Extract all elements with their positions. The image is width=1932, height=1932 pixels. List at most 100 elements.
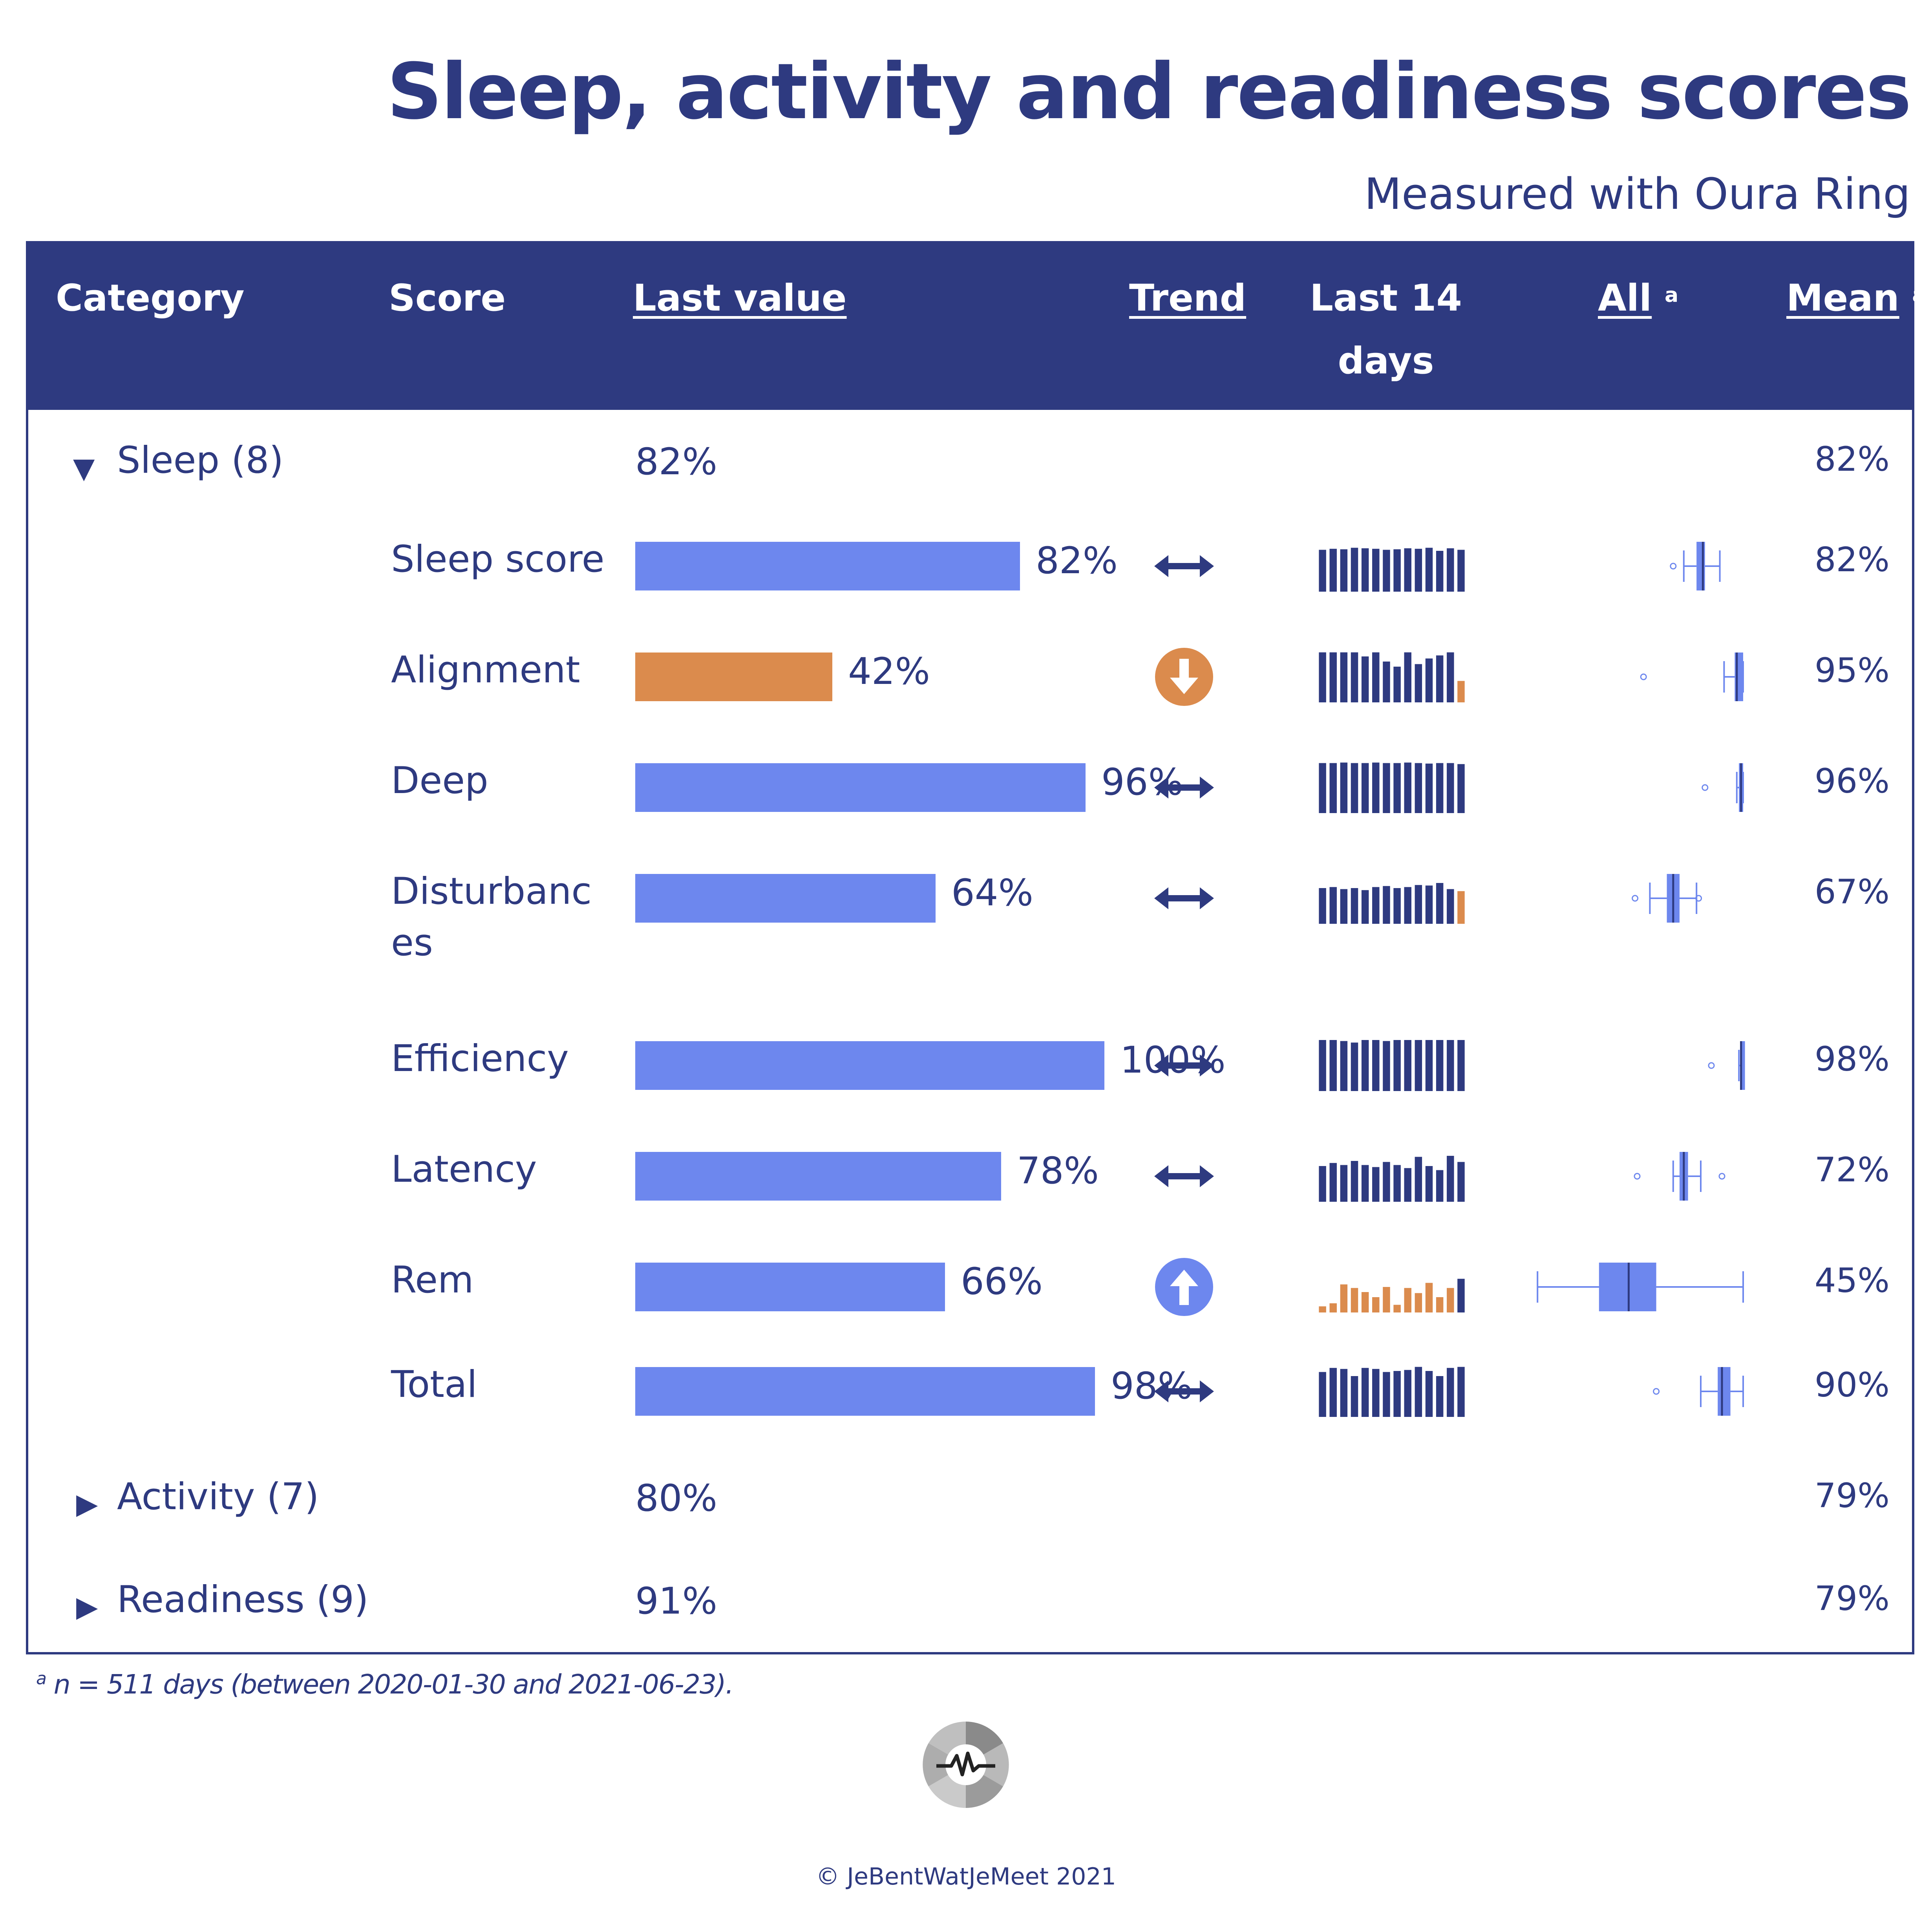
header-mean[interactable]: Mean a [1786, 267, 1926, 330]
header-all-label: All [1598, 277, 1652, 320]
header-trend-label: Trend [1129, 277, 1247, 320]
last-value-label: 100% [1120, 1039, 1226, 1082]
header-mean-sup: a [1912, 283, 1926, 307]
expand-triangle-icon[interactable]: ▶ [76, 1487, 98, 1520]
outlier-point [1708, 1062, 1715, 1069]
page-subtitle: Measured with Oura Ring [1364, 169, 1910, 219]
score-label: Total [391, 1363, 477, 1406]
group-last-value: 91% [635, 1580, 717, 1623]
trend-stable-arrow-icon [1154, 1165, 1214, 1187]
last-value-bar [635, 1367, 1095, 1416]
group-label: Readiness (9) [117, 1578, 369, 1621]
all-boxplot [1634, 1152, 1725, 1201]
header-last-value-label: Last value [633, 277, 847, 320]
spark-bar [1361, 763, 1369, 813]
spark-bar [1361, 1368, 1369, 1417]
spark-bar [1447, 1040, 1454, 1091]
last-value-bar [635, 1041, 1104, 1090]
last14-sparkline [1319, 1279, 1465, 1312]
spark-bar [1340, 1284, 1348, 1312]
spark-bar [1351, 1161, 1358, 1202]
spark-bar [1436, 1040, 1444, 1091]
table-header [26, 241, 1914, 410]
spark-bar [1319, 1372, 1326, 1417]
footnote-text: n = 511 days (between 2020-01-30 and 202… [53, 1669, 734, 1700]
spark-bar [1436, 763, 1444, 813]
spark-bar [1351, 763, 1358, 813]
trend-up-arrow-icon [1155, 1258, 1213, 1316]
header-last14-line2: days [1338, 340, 1434, 382]
last14-sparkline [1319, 762, 1465, 813]
header-trend[interactable]: Trend [1129, 267, 1246, 330]
collapse-triangle-icon[interactable]: ▼ [73, 451, 95, 484]
spark-bar [1351, 1376, 1358, 1417]
spark-bar [1340, 549, 1348, 592]
last14-sparkline [1319, 652, 1465, 702]
row-mean: 98% [1814, 1040, 1890, 1079]
spark-bar [1393, 1371, 1401, 1417]
spark-bar [1425, 1371, 1433, 1417]
spark-bar [1361, 548, 1369, 592]
outlier-point [1640, 673, 1647, 680]
spark-bar [1404, 548, 1411, 592]
spark-bar [1383, 886, 1390, 924]
score-label: Disturbanc es [391, 870, 592, 964]
spark-bar [1415, 885, 1422, 924]
score-label: Alignment [391, 649, 580, 691]
spark-bar [1404, 1370, 1411, 1417]
trend-stable-arrow-icon [1154, 1380, 1214, 1402]
group-label: Sleep (8) [117, 439, 284, 482]
spark-bar [1393, 888, 1401, 924]
footnote-sup: a [36, 1669, 47, 1689]
spark-bar [1447, 763, 1454, 813]
spark-bar [1425, 1283, 1433, 1312]
spark-bar [1351, 652, 1358, 702]
spark-bar [1436, 1170, 1444, 1202]
spark-bar [1447, 652, 1454, 702]
spark-bar [1447, 1288, 1454, 1312]
group-last-value: 82% [635, 441, 717, 483]
row-mean: 67% [1814, 872, 1890, 912]
trend-down-arrow-icon [1155, 648, 1213, 706]
outlier-point [1634, 1173, 1641, 1180]
spark-bar [1383, 763, 1390, 813]
spark-bar [1425, 885, 1433, 924]
spark-bar [1372, 762, 1380, 813]
spark-bar [1415, 548, 1422, 592]
group-mean: 79% [1814, 1476, 1890, 1515]
row-mean: 96% [1814, 762, 1890, 801]
spark-bar [1393, 763, 1401, 813]
trend-stable-arrow-icon [1154, 555, 1214, 577]
spark-bar [1425, 763, 1433, 813]
score-label: Efficiency [391, 1037, 569, 1080]
spark-bar [1457, 681, 1465, 702]
expand-triangle-icon[interactable]: ▶ [76, 1590, 98, 1623]
spark-bar [1404, 652, 1411, 702]
spark-bar [1319, 550, 1326, 592]
spark-bar [1404, 887, 1411, 924]
header-all[interactable]: All a [1598, 267, 1678, 330]
spark-bar [1383, 1041, 1390, 1091]
spark-bar [1415, 664, 1422, 702]
scores-table [26, 241, 1914, 1654]
box-iqr [1599, 1263, 1656, 1311]
spark-bar [1372, 887, 1380, 924]
spark-bar [1383, 1162, 1390, 1202]
spark-bar [1415, 1367, 1422, 1417]
trend-stable-arrow-icon [1154, 777, 1214, 799]
brand-logo-icon [923, 1722, 1009, 1808]
page-title: Sleep, activity and readiness scores [387, 47, 1912, 137]
outlier-point [1632, 895, 1639, 902]
spark-bar [1383, 662, 1390, 702]
last-value-label: 98% [1111, 1365, 1193, 1407]
row-mean: 90% [1814, 1365, 1890, 1405]
last-value-bar [635, 763, 1086, 812]
outlier-point [1702, 784, 1709, 791]
spark-bar [1329, 763, 1337, 813]
spark-bar [1436, 551, 1444, 592]
spark-bar [1415, 1040, 1422, 1091]
spark-bar [1457, 1040, 1465, 1091]
all-boxplot [1640, 653, 1744, 701]
header-last-value[interactable]: Last value [633, 267, 847, 330]
spark-bar [1351, 888, 1358, 924]
